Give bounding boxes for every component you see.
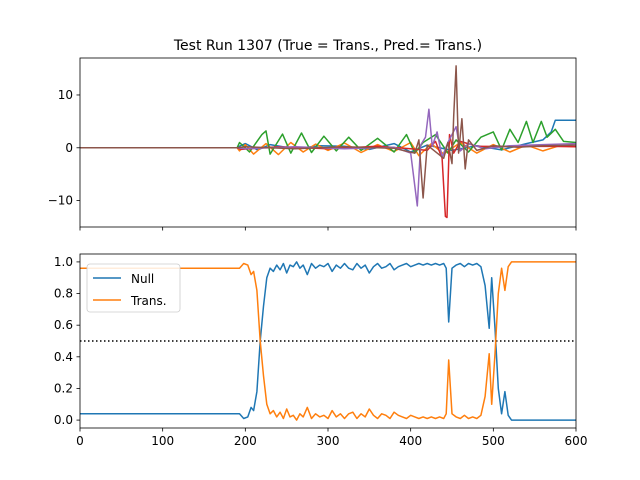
- bottom-series-line-0: [80, 261, 576, 421]
- top-chart-title: Test Run 1307 (True = Trans., Pred.= Tra…: [173, 38, 482, 54]
- bottom-ytick-label: 0.8: [54, 287, 73, 301]
- bottom-xtick-label: 600: [565, 434, 588, 448]
- bottom-ytick-label: 0.2: [54, 381, 73, 395]
- top-ytick-label: −10: [48, 194, 73, 208]
- top-series-line-5: [80, 65, 576, 199]
- bottom-ytick-label: 0.6: [54, 318, 73, 332]
- top-ytick-label: 10: [58, 88, 73, 102]
- top-series-line-1: [80, 141, 576, 157]
- top-axes-ticks: −10 0 10: [48, 88, 577, 231]
- bottom-xtick-label: 0: [76, 434, 84, 448]
- bottom-axes-ticks: 0.0 0.2 0.4 0.6 0.8 1.0 0 100 200 300 400 500 600: [54, 255, 588, 448]
- bottom-xtick-label: 400: [399, 434, 422, 448]
- bottom-xtick-label: 200: [234, 434, 257, 448]
- bottom-xtick-label: 300: [317, 434, 340, 448]
- bottom-ytick-label: 0.0: [54, 413, 73, 427]
- bottom-xtick-label: 500: [482, 434, 505, 448]
- legend-label-null: Null: [131, 272, 154, 286]
- legend-label-trans: Trans.: [130, 294, 167, 308]
- top-series-line-2: [80, 120, 576, 155]
- bottom-ytick-label: 1.0: [54, 255, 73, 269]
- top-ytick-label: 0: [65, 141, 73, 155]
- legend: Null Trans.: [86, 263, 181, 313]
- bottom-series-line-1: [80, 261, 576, 421]
- top-series-group: [80, 65, 576, 219]
- bottom-xtick-label: 100: [151, 434, 174, 448]
- bottom-ytick-label: 0.4: [54, 350, 73, 364]
- bottom-series-group: [80, 261, 576, 421]
